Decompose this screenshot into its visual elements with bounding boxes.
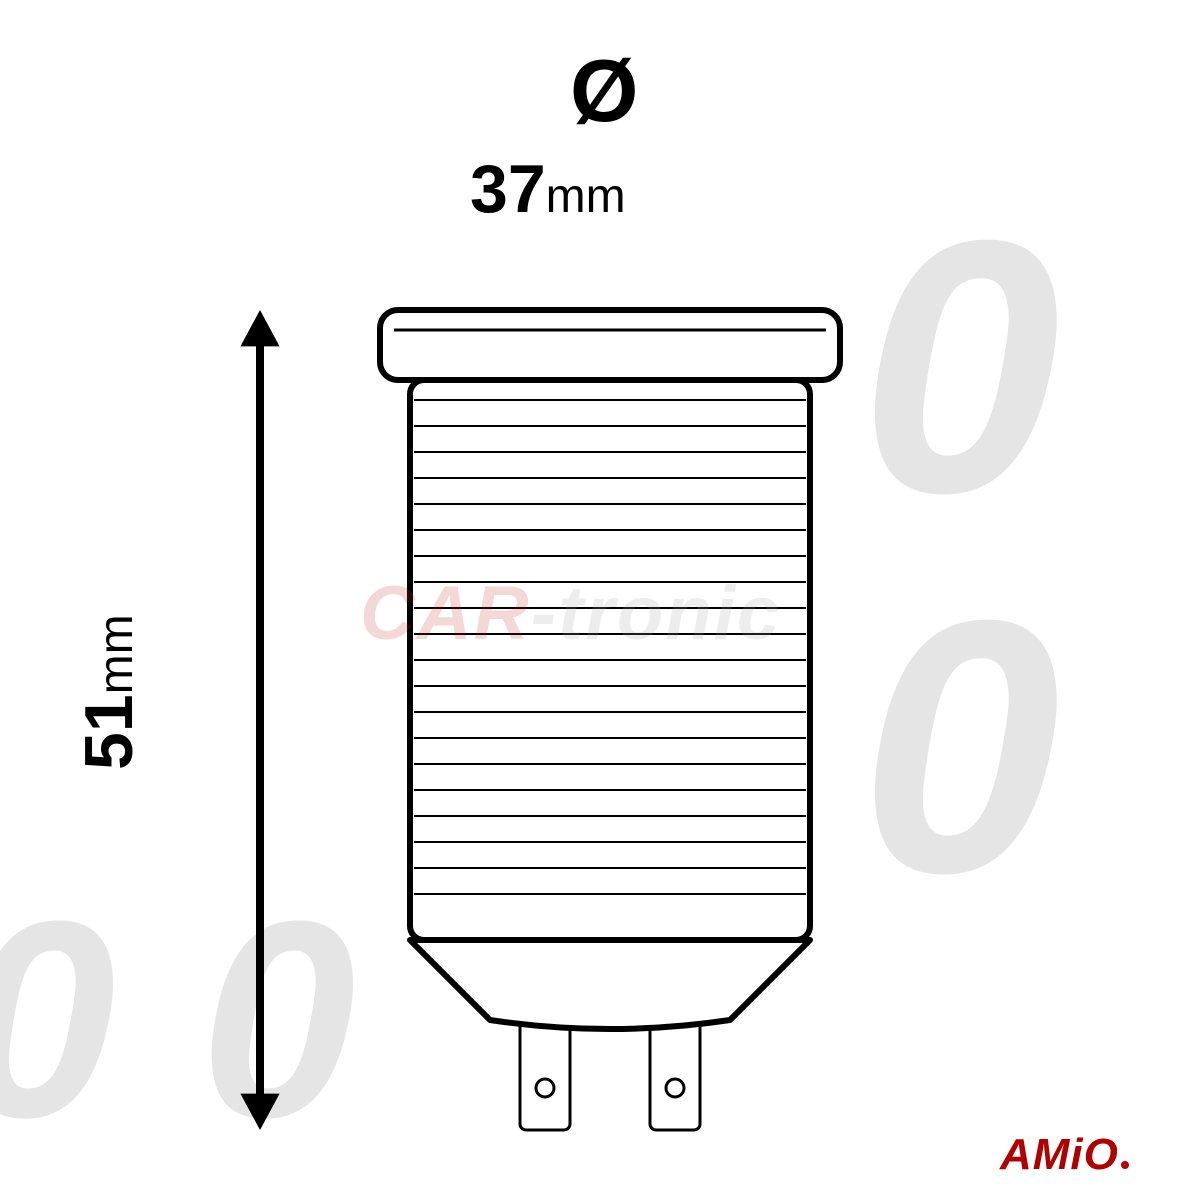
- diameter-unit: mm: [546, 170, 626, 223]
- brand-amio: AMiO: [1000, 1130, 1129, 1180]
- height-unit: mm: [90, 614, 143, 694]
- watermark-red: CAR: [360, 571, 531, 656]
- diameter-value: 37: [470, 151, 546, 227]
- watermark-grey: tronic: [558, 571, 781, 656]
- brand-dot-icon: [1121, 1161, 1129, 1169]
- brand-text: AMiO: [1000, 1130, 1119, 1179]
- diameter-label: 37mm: [470, 150, 626, 228]
- diameter-symbol: Ø: [570, 40, 638, 142]
- height-value: 51: [71, 694, 147, 770]
- height-label: 51mm: [70, 614, 148, 770]
- watermark-dash: -: [531, 571, 558, 656]
- watermark-cartronic: CAR-tronic: [360, 570, 781, 657]
